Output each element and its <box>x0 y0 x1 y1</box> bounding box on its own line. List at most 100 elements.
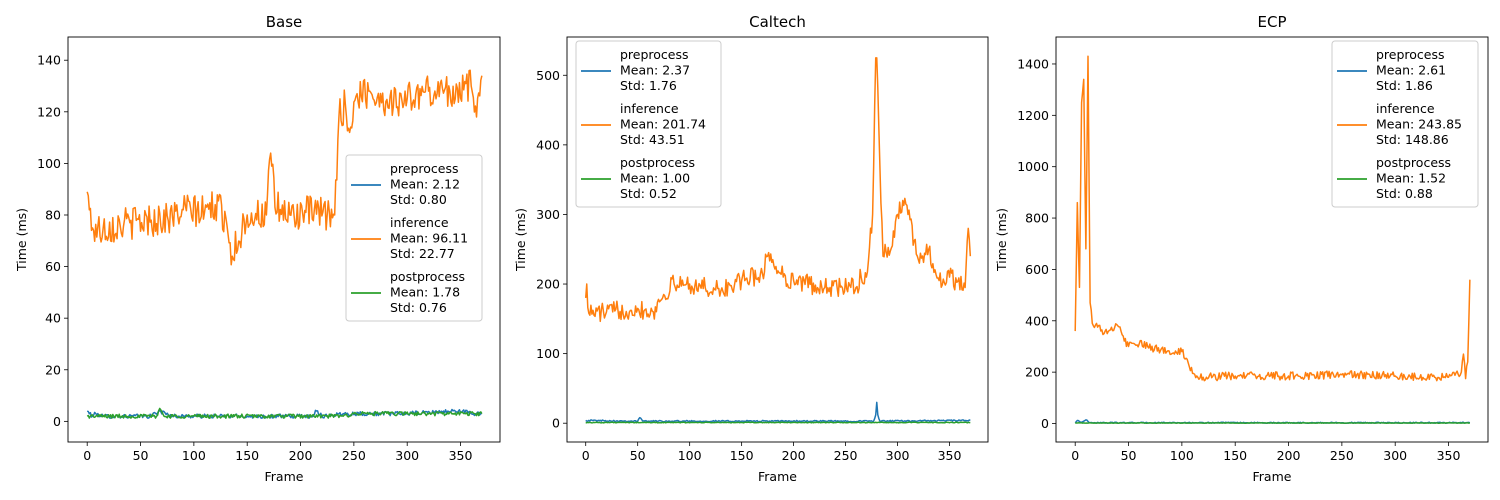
y-tick-label: 20 <box>45 362 61 377</box>
x-tick-label: 0 <box>1071 448 1079 463</box>
y-tick-label: 1000 <box>1017 159 1049 174</box>
x-tick-label: 100 <box>678 448 702 463</box>
x-tick-label: 250 <box>1330 448 1354 463</box>
legend-entry-name: inference <box>1376 101 1435 116</box>
legend-entry-stat: Std: 1.76 <box>620 78 677 93</box>
y-axis-label: Time (ms) <box>14 208 29 272</box>
legend-entry-name: inference <box>390 215 449 230</box>
y-axis-label: Time (ms) <box>513 208 528 272</box>
legend-entry-stat: Mean: 1.52 <box>1376 171 1446 186</box>
series-line-inference <box>584 57 972 323</box>
legend-entry-name: postprocess <box>620 155 695 170</box>
chart-title: ECP <box>1258 13 1287 31</box>
y-tick-label: 120 <box>37 104 61 119</box>
x-tick-label: 50 <box>630 448 646 463</box>
legend-entry-stat: Std: 148.86 <box>1376 132 1449 147</box>
legend-entry-name: preprocess <box>390 161 459 176</box>
x-tick-label: 100 <box>182 448 206 463</box>
legend-entry-name: postprocess <box>390 269 465 284</box>
x-tick-label: 350 <box>938 448 962 463</box>
axes-frame <box>1055 36 1489 443</box>
y-tick-label: 140 <box>37 53 61 68</box>
series-line-postprocess <box>86 407 483 419</box>
series-lines <box>86 69 483 419</box>
y-tick-label: 1400 <box>1017 56 1049 71</box>
x-tick-label: 300 <box>395 448 419 463</box>
y-tick-label: 600 <box>1025 262 1049 277</box>
legend-entry-stat: Std: 0.80 <box>390 192 447 207</box>
legend-entry-stat: Mean: 96.11 <box>390 231 468 246</box>
x-tick-label: 250 <box>834 448 858 463</box>
chart-panel-ecp: ECP 0 50 100 150 200 250 300 350 0 200 400 600 800 100… <box>994 13 1489 484</box>
x-tick-label: 0 <box>83 448 91 463</box>
y-tick-label: 400 <box>1025 313 1049 328</box>
x-tick-label: 150 <box>730 448 754 463</box>
legend-entry-name: inference <box>620 101 679 116</box>
legend-entry-stat: Std: 1.86 <box>1376 78 1433 93</box>
x-tick-label: 200 <box>1277 448 1301 463</box>
x-axis-label: Frame <box>1253 469 1292 484</box>
legend-entry-name: postprocess <box>1376 155 1451 170</box>
y-tick-label: 80 <box>45 207 61 222</box>
y-tick-label: 0 <box>552 416 560 431</box>
y-tick-label: 0 <box>53 414 61 429</box>
legend-entry-stat: Mean: 243.85 <box>1376 117 1462 132</box>
y-tick-label: 100 <box>536 346 560 361</box>
legend-entry-name: preprocess <box>620 47 689 62</box>
x-tick-label: 0 <box>582 448 590 463</box>
series-lines <box>584 57 972 424</box>
y-axis-label: Time (ms) <box>994 208 1009 272</box>
series-lines <box>1074 55 1471 424</box>
x-axis-label: Frame <box>265 469 304 484</box>
series-line-preprocess <box>585 401 971 423</box>
axes-frame <box>566 36 989 443</box>
y-tick-label: 60 <box>45 259 61 274</box>
y-tick-label: 1200 <box>1017 108 1049 123</box>
legend-box <box>1331 40 1479 208</box>
legend-box <box>575 40 722 208</box>
chart-title: Caltech <box>749 13 806 31</box>
y-tick-label: 200 <box>536 277 560 292</box>
x-tick-label: 300 <box>1383 448 1407 463</box>
y-tick-label: 0 <box>1041 416 1049 431</box>
legend-entry-name: preprocess <box>1376 47 1445 62</box>
y-tick-label: 400 <box>536 137 560 152</box>
x-tick-label: 100 <box>1170 448 1194 463</box>
chart-panel-caltech: Caltech 0 50 100 150 200 250 300 350 0 100 200 300 40… <box>513 13 989 484</box>
y-tick-label: 40 <box>45 311 61 326</box>
x-tick-label: 50 <box>133 448 149 463</box>
series-line-inference <box>86 69 483 266</box>
legend-entry-stat: Mean: 2.37 <box>620 63 690 78</box>
x-tick-label: 200 <box>289 448 313 463</box>
x-tick-label: 350 <box>1437 448 1461 463</box>
legend-entry-stat: Mean: 1.78 <box>390 285 460 300</box>
legend-entry-stat: Mean: 201.74 <box>620 117 706 132</box>
legend-entry-stat: Mean: 1.00 <box>620 171 690 186</box>
y-tick-label: 500 <box>536 68 560 83</box>
x-tick-label: 250 <box>342 448 366 463</box>
legend-entry-stat: Std: 22.77 <box>390 246 455 261</box>
series-line-inference <box>1074 55 1471 382</box>
x-tick-label: 50 <box>1121 448 1137 463</box>
series-line-postprocess <box>585 421 971 424</box>
chart-title: Base <box>266 13 303 31</box>
x-tick-label: 300 <box>886 448 910 463</box>
legend-entry-stat: Mean: 2.61 <box>1376 63 1446 78</box>
x-tick-label: 150 <box>235 448 259 463</box>
y-tick-label: 800 <box>1025 211 1049 226</box>
axes-frame <box>67 36 501 443</box>
y-tick-label: 100 <box>37 156 61 171</box>
legend-entry-stat: Std: 0.52 <box>620 186 677 201</box>
legend-entry-stat: Mean: 2.12 <box>390 177 460 192</box>
legend-box <box>345 154 483 322</box>
x-tick-label: 150 <box>1223 448 1247 463</box>
legend-entry-stat: Std: 0.88 <box>1376 186 1433 201</box>
chart-panel-base: Base 0 50 100 150 200 250 300 350 0 20 40 60 80 100 120… <box>14 13 501 484</box>
legend-entry-stat: Std: 0.76 <box>390 300 447 315</box>
y-tick-label: 200 <box>1025 365 1049 380</box>
legend-entry-stat: Std: 43.51 <box>620 132 685 147</box>
